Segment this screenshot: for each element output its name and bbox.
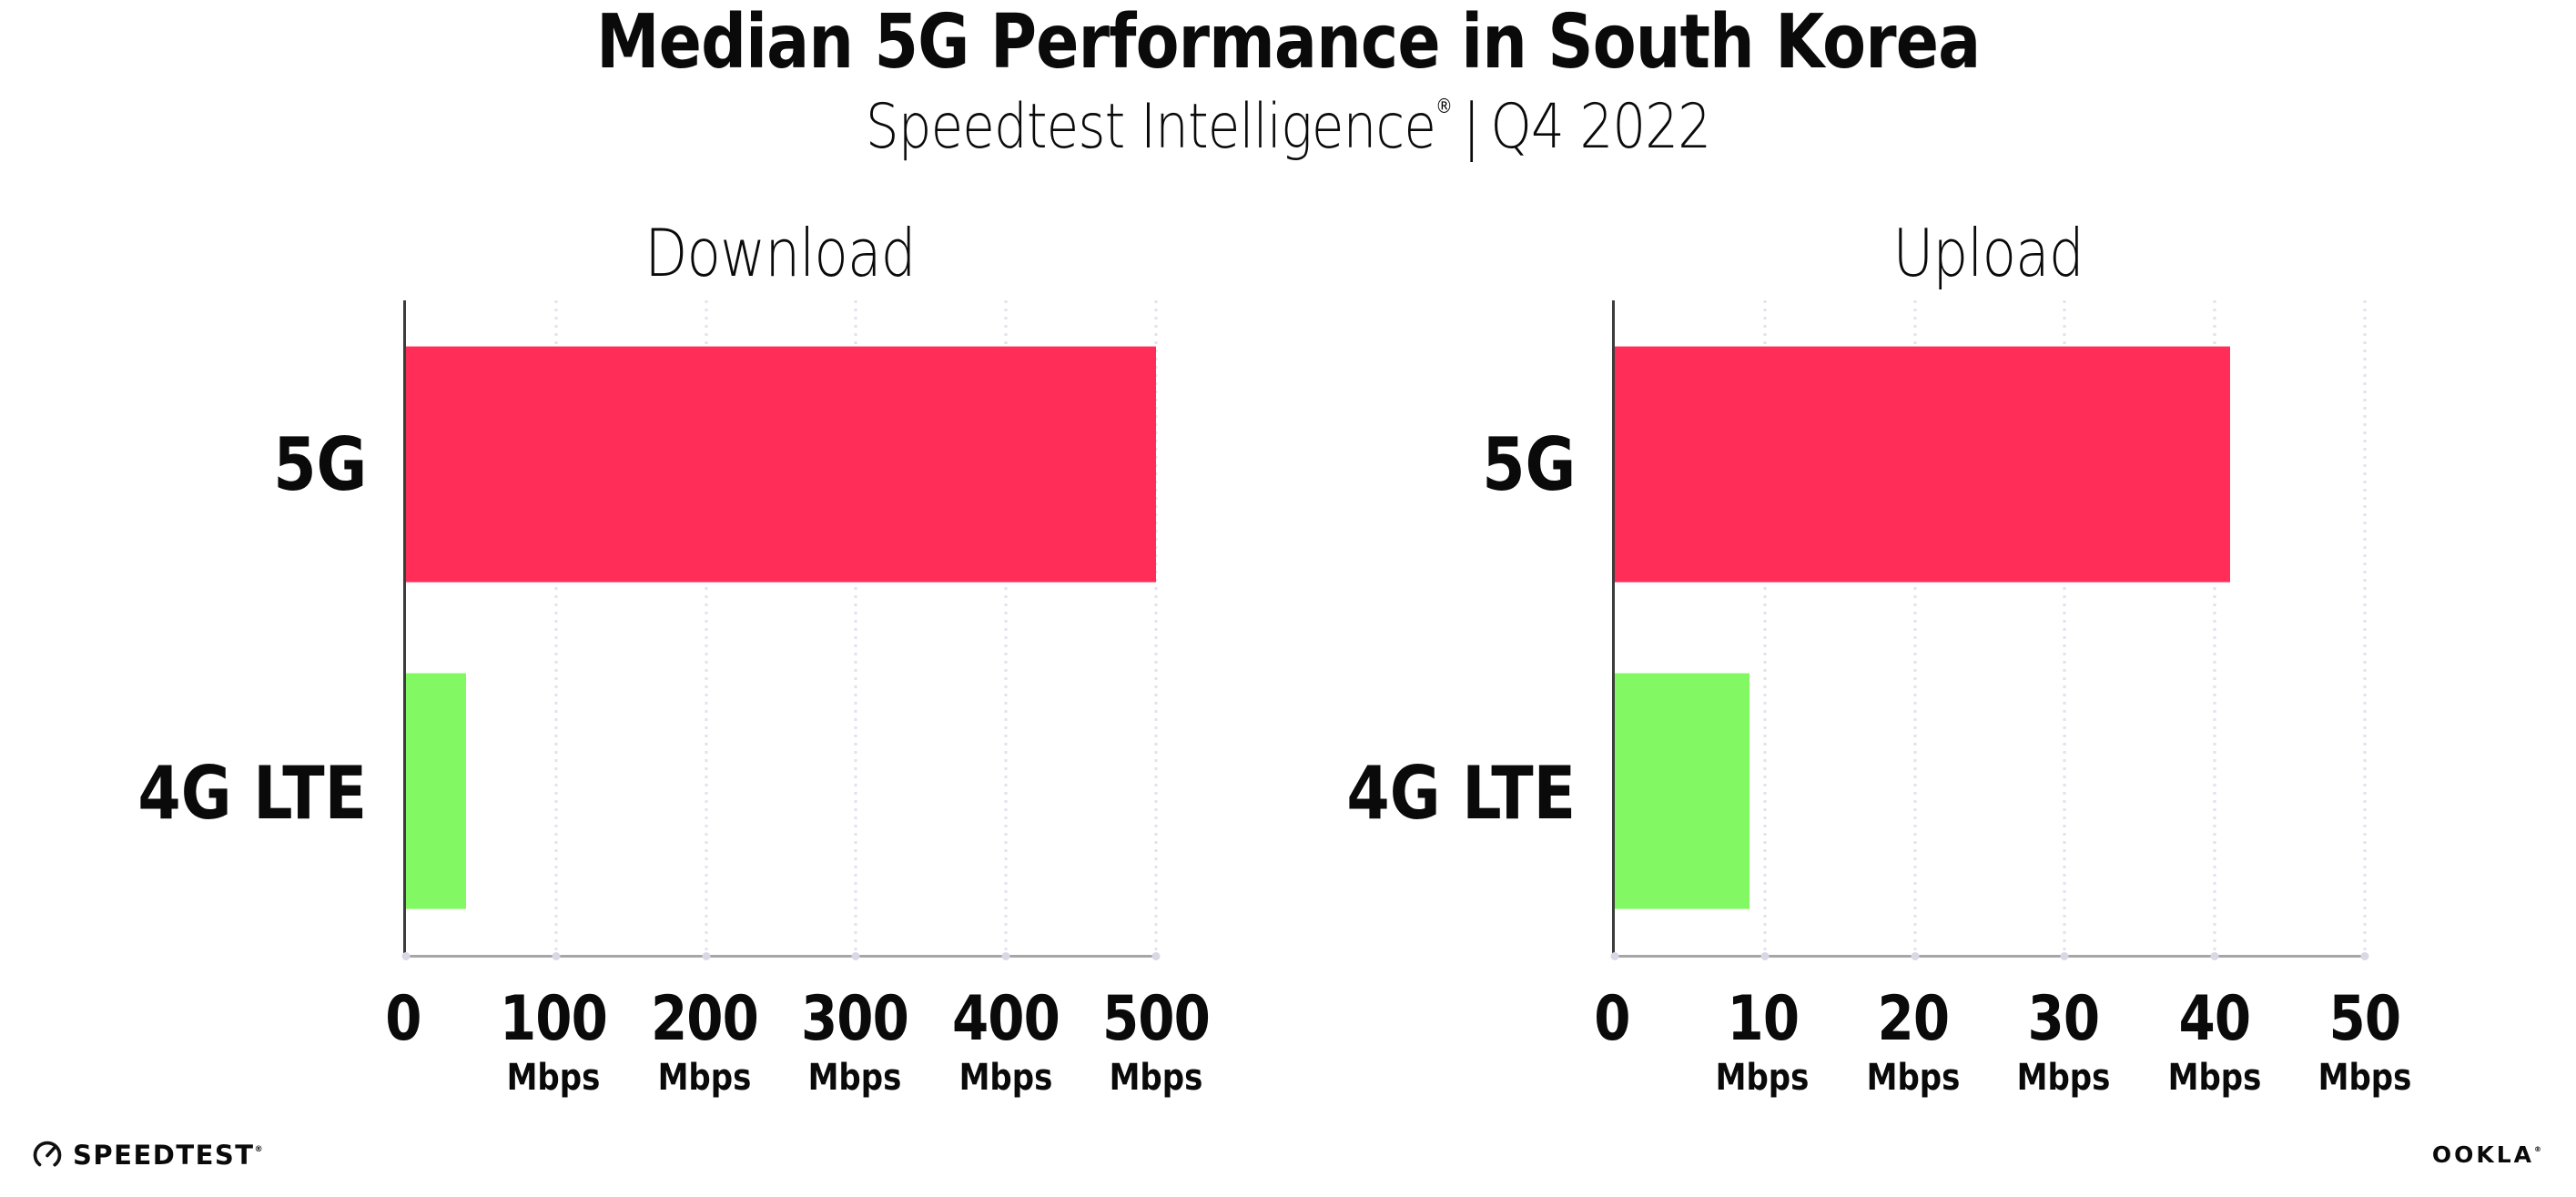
x-tick-value: 30: [2027, 983, 2101, 1055]
bar-4g-lte: [1615, 673, 1750, 909]
download-chart: Download 5G 4G LTE 0 100 Mbps 200 Mbps 300 Mbps…: [137, 220, 1211, 1096]
x-tick-value: 300: [801, 983, 909, 1055]
gridline-200: [705, 300, 708, 955]
x-tick-unit: Mbps: [2167, 1057, 2261, 1099]
speedtest-logo: SPEEDTEST®: [32, 1140, 264, 1171]
registered-trademark-mark: ®: [1435, 96, 1453, 118]
x-tick-value: 20: [1877, 983, 1950, 1055]
axis-tick-dot-200: [702, 952, 711, 960]
axis-tick-dot-500: [1151, 952, 1161, 960]
x-tick-value: 200: [650, 983, 759, 1055]
x-tick-unit: Mbps: [507, 1057, 601, 1099]
speedtest-wordmark: SPEEDTEST®: [73, 1139, 265, 1171]
page-title-text: Median 5G Performance in South Korea: [595, 0, 1981, 86]
chart-title-download: Download: [644, 215, 916, 291]
subtitle-period: Q4 2022: [1490, 91, 1711, 163]
x-tick-unit: Mbps: [657, 1057, 752, 1099]
x-tick-label-0: 0: [382, 989, 424, 1050]
page-title: Median 5G Performance in South Korea: [0, 5, 2576, 80]
axis-tick-dot-30: [2060, 952, 2069, 960]
axis-tick-dot-100: [552, 952, 561, 960]
x-tick-label-100: 100 Mbps: [491, 983, 617, 1099]
y-axis-label-5g: 5G: [272, 421, 367, 507]
axis-tick-dot-300: [851, 952, 860, 960]
gridline-30: [2063, 300, 2066, 955]
bar-5g: [406, 346, 1156, 583]
axis-tick-dot-40: [2210, 952, 2219, 960]
x-tick-value: 50: [2328, 983, 2402, 1055]
x-tick-value: 40: [2178, 983, 2251, 1055]
gridline-50: [2363, 300, 2367, 955]
x-tick-value: 100: [500, 983, 608, 1055]
bar-5g: [1615, 346, 2230, 583]
x-tick-unit: Mbps: [2016, 1057, 2111, 1099]
x-tick-value: 500: [1101, 983, 1211, 1055]
plot-area-download: [401, 300, 1161, 960]
y-axis-label-5g: 5G: [1481, 421, 1576, 507]
gridline-100: [554, 300, 558, 955]
upload-chart: Upload 5G 4G LTE 0 10 Mbps 20 Mbps 30 Mbps 40 Mbp…: [1346, 220, 2411, 1096]
subtitle-separator: |: [1462, 91, 1480, 163]
x-tick-label-40: 40 Mbps: [2159, 983, 2269, 1099]
gridline-20: [1913, 300, 1917, 955]
x-tick-value: 0: [1594, 983, 1630, 1055]
x-tick-label-10: 10 Mbps: [1708, 983, 1818, 1099]
x-tick-label-30: 30 Mbps: [2009, 983, 2119, 1099]
y-axis-label-4g-lte: 4G LTE: [1346, 750, 1576, 836]
page-subtitle: Speedtest Intelligence® | Q4 2022: [0, 96, 2576, 158]
speedtest-gauge-icon: [33, 1141, 62, 1170]
x-tick-label-500: 500 Mbps: [1093, 983, 1220, 1099]
gridline-40: [2213, 300, 2216, 955]
x-tick-unit: Mbps: [1716, 1057, 1810, 1099]
gridline-400: [1004, 300, 1008, 955]
gridline-300: [854, 300, 857, 955]
x-tick-label-20: 20 Mbps: [1858, 983, 1968, 1099]
bar-4g-lte: [406, 673, 466, 909]
speedtest-registered-mark: ®: [254, 1144, 265, 1154]
axis-tick-dot-0: [401, 952, 411, 960]
x-tick-value: 400: [951, 983, 1060, 1055]
gridline-10: [1763, 300, 1767, 955]
x-tick-unit: Mbps: [1109, 1057, 1203, 1099]
x-tick-unit: Mbps: [1866, 1057, 1961, 1099]
ookla-wordmark: OOKLA: [2431, 1141, 2534, 1168]
x-tick-unit: Mbps: [958, 1057, 1052, 1099]
x-tick-value: 0: [385, 983, 421, 1055]
x-tick-label-0: 0: [1591, 989, 1633, 1050]
subtitle-brand: Speedtest Intelligence: [865, 91, 1436, 163]
plot-area-upload: [1610, 300, 2369, 960]
y-axis-label-4g-lte: 4G LTE: [137, 750, 367, 836]
axis-tick-dot-20: [1911, 952, 1920, 960]
x-tick-value: 10: [1727, 983, 1800, 1055]
axis-tick-dot-10: [1760, 952, 1770, 960]
axis-tick-dot-50: [2360, 952, 2369, 960]
axis-tick-dot-0: [1610, 952, 1619, 960]
x-tick-unit: Mbps: [2317, 1057, 2412, 1099]
chart-title-upload: Upload: [1892, 215, 2084, 291]
x-tick-label-400: 400 Mbps: [942, 983, 1069, 1099]
ookla-logo: OOKLA®: [2432, 1143, 2544, 1166]
x-tick-unit: Mbps: [807, 1057, 902, 1099]
gridline-500: [1154, 300, 1158, 955]
axis-tick-dot-400: [1001, 952, 1010, 960]
x-tick-label-300: 300 Mbps: [792, 983, 918, 1099]
x-tick-label-200: 200 Mbps: [641, 983, 767, 1099]
x-tick-label-50: 50 Mbps: [2310, 983, 2420, 1099]
ookla-registered-mark: ®: [2534, 1145, 2544, 1153]
